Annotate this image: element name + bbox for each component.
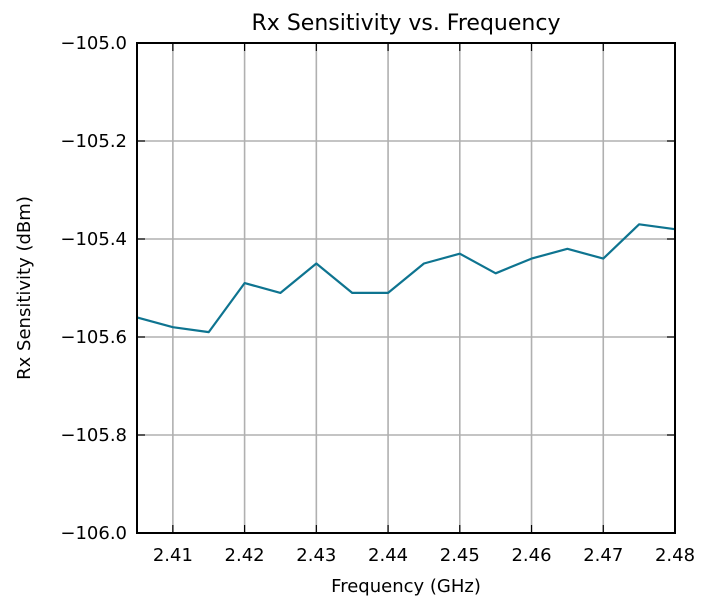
y-tick-label: −105.0 [60,33,127,54]
grid [137,42,676,534]
y-tick-label: −105.8 [60,425,127,446]
chart-title: Rx Sensitivity vs. Frequency [252,11,561,36]
x-tick-label: 2.41 [153,545,193,566]
x-tick-label: 2.48 [655,545,695,566]
y-tick-label: −105.4 [60,229,127,250]
x-tick-label: 2.47 [583,545,623,566]
y-tick-label: −105.2 [60,131,127,152]
x-tick-label: 2.45 [440,545,480,566]
y-tick-label: −105.6 [60,327,127,348]
series-line [136,223,676,334]
ticks: 2.41 2.42 2.43 2.44 2.45 2.46 2.47 2.48 −106.0 −1… [60,33,695,566]
x-tick-label: 2.46 [511,545,551,566]
x-tick-label: 2.44 [368,545,408,566]
y-axis-label: Rx Sensitivity (dBm) [14,196,35,380]
y-tick-label: −106.0 [60,523,127,544]
x-axis-label: Frequency (GHz) [331,576,481,597]
x-tick-label: 2.42 [225,545,265,566]
series-layer [136,223,676,334]
plot-frame [136,42,676,534]
x-tick-label: 2.43 [296,545,336,566]
